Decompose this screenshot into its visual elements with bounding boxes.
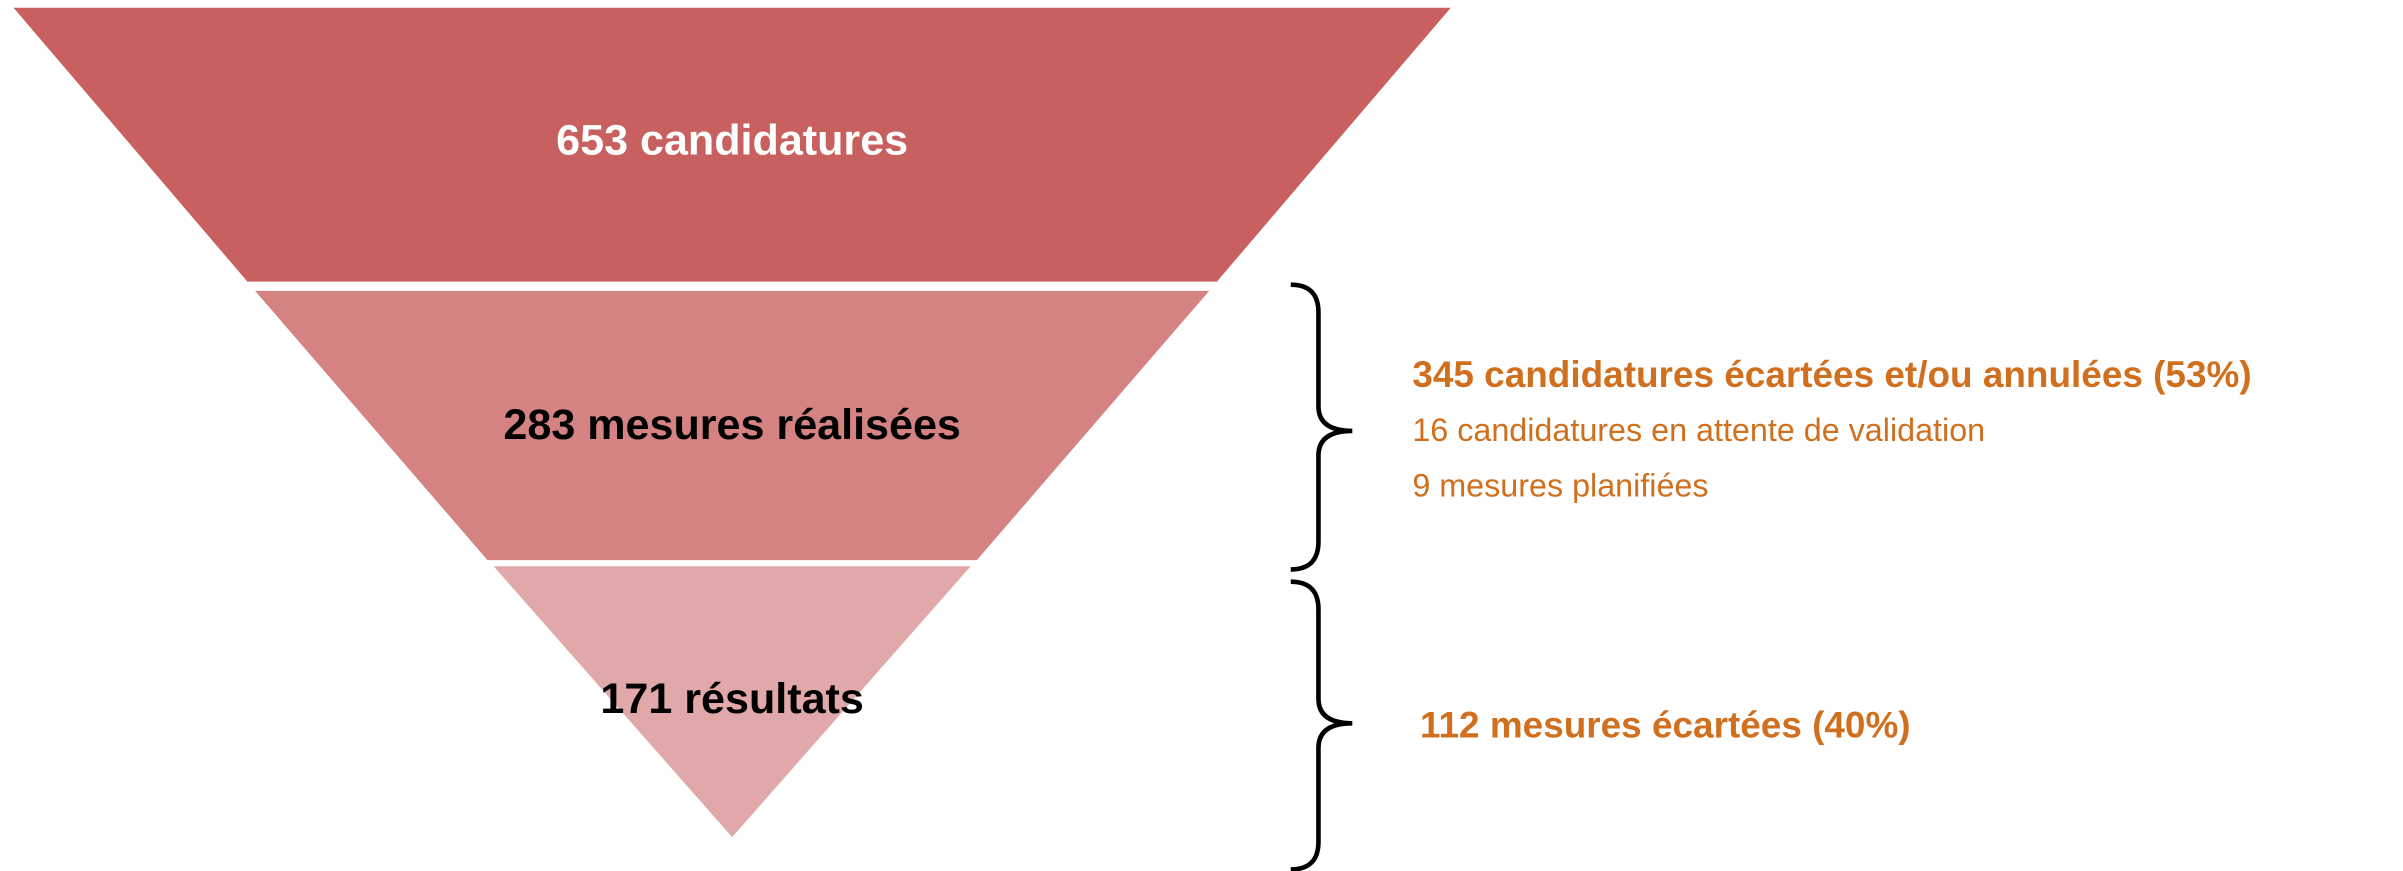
funnel-stage — [255, 290, 1210, 561]
brace — [1290, 579, 1353, 871]
note-heading: 112 mesures écartées (40%) — [1420, 705, 1911, 746]
stage-label: 653 candidatures — [556, 116, 908, 164]
funnel-stage — [493, 566, 971, 838]
note-heading: 345 candidatures écartées et/ou annulées… — [1412, 354, 2251, 395]
note-line: 9 mesures planifiées — [1412, 467, 1708, 503]
funnel-stage — [13, 7, 1451, 282]
stage-label: 283 mesures réalisées — [503, 401, 960, 449]
note-line: 16 candidatures en attente de validation — [1412, 412, 1985, 448]
brace — [1290, 282, 1353, 572]
stage-label: 171 résultats — [600, 675, 863, 723]
